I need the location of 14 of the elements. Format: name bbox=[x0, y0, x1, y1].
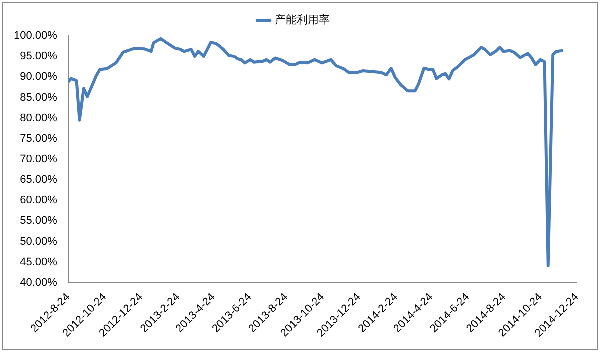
y-tick-label: 70.00% bbox=[20, 153, 58, 166]
y-tick-label: 65.00% bbox=[20, 174, 58, 186]
y-tick-label: 40.00% bbox=[20, 276, 58, 289]
y-tick-label: 80.00% bbox=[20, 112, 58, 124]
legend-label: 产能利用率 bbox=[274, 14, 330, 27]
y-tick-label: 60.00% bbox=[20, 194, 58, 207]
y-tick-label: 100.00% bbox=[14, 30, 58, 42]
y-tick-label: 75.00% bbox=[20, 132, 58, 145]
y-tick-label: 50.00% bbox=[20, 236, 58, 248]
y-tick-label: 95.00% bbox=[20, 50, 58, 63]
y-tick-label: 90.00% bbox=[20, 71, 58, 84]
y-tick-label: 55.00% bbox=[20, 215, 58, 228]
y-tick-label: 85.00% bbox=[20, 92, 58, 104]
y-tick-label: 45.00% bbox=[20, 256, 58, 268]
